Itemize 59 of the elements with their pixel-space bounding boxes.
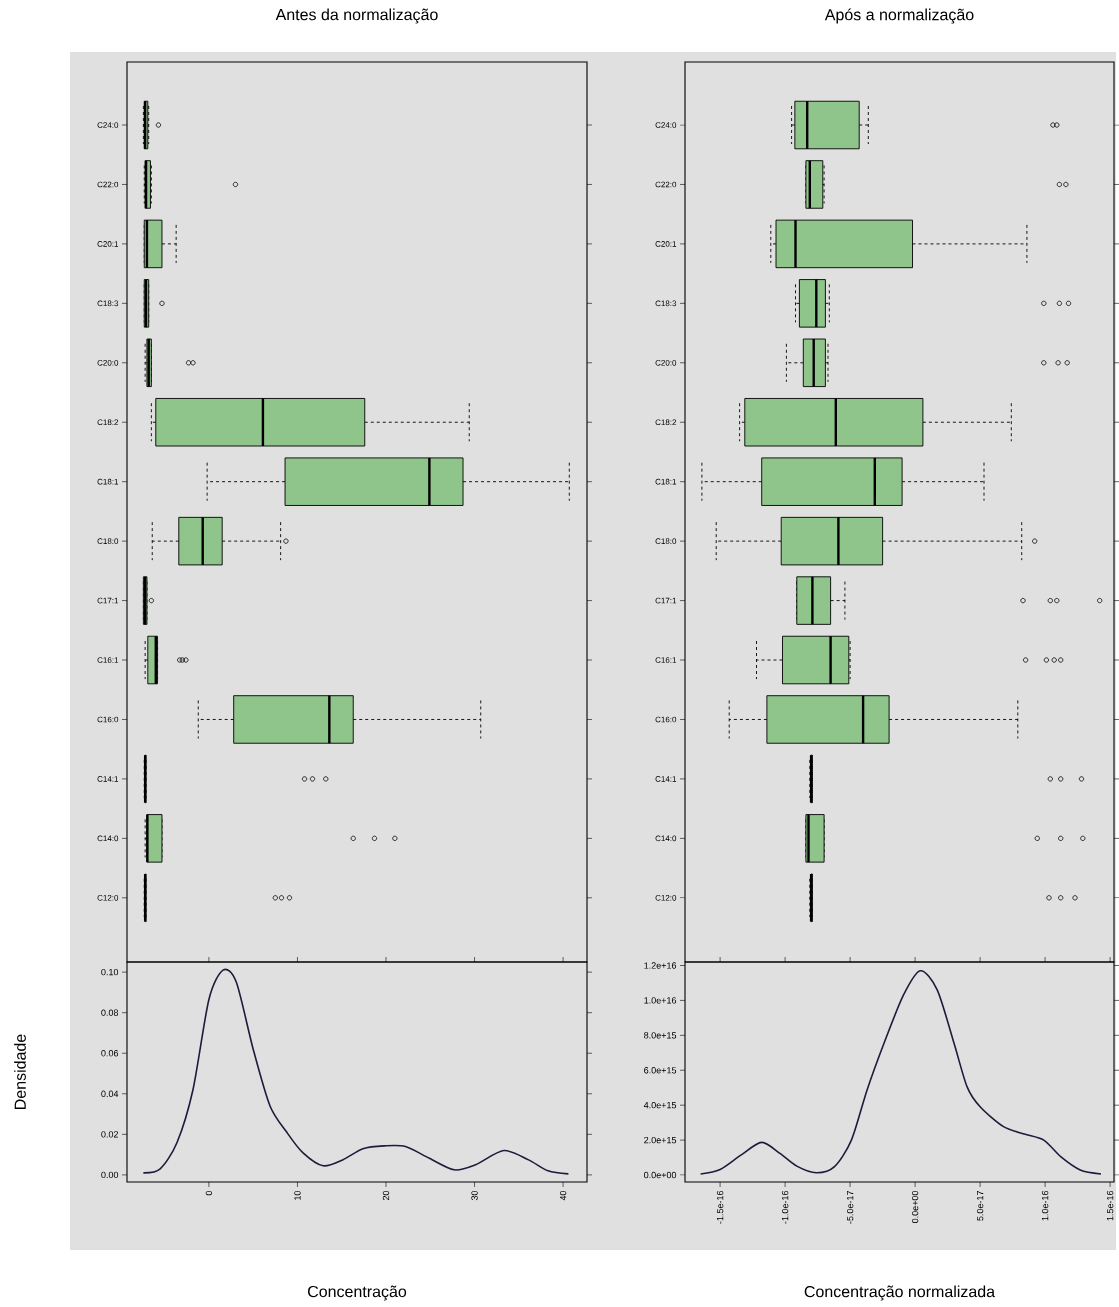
y-tick-label: C16:1 — [655, 657, 676, 663]
y-tick-label: 0.10 — [101, 968, 118, 976]
x-tick-label: 40 — [559, 1190, 567, 1201]
y-tick-label: 0.00 — [101, 1171, 118, 1179]
x-tick-label: -1.5e-16 — [716, 1190, 724, 1224]
y-tick-label: 0.08 — [101, 1009, 118, 1016]
y-tick-label: C20:0 — [655, 359, 677, 366]
y-tick-label: 1.0e+16 — [644, 997, 676, 1004]
y-tick-label: C24:0 — [655, 122, 677, 128]
x-tick-label: 5.0e-17 — [976, 1190, 984, 1221]
y-tick-label: C14:0 — [655, 835, 677, 842]
y-tick-label: C18:0 — [97, 538, 119, 544]
y-axis-title: Densidade — [13, 1034, 26, 1109]
y-tick-label: C18:3 — [97, 300, 118, 307]
y-tick-label: C18:2 — [655, 419, 676, 426]
y-tick-label: C17:1 — [655, 597, 676, 604]
y-tick-label: C16:0 — [97, 716, 119, 723]
y-tick-label: 2.0e+15 — [644, 1136, 676, 1144]
y-tick-label: 0.0e+00 — [643, 1171, 676, 1179]
y-tick-label: 0.04 — [101, 1090, 119, 1097]
y-tick-label: C17:1 — [97, 597, 118, 604]
y-tick-label: C20:1 — [97, 241, 118, 247]
y-tick-label: C24:0 — [97, 122, 119, 128]
y-tick-label: C16:1 — [97, 657, 118, 663]
y-tick-label: 8.0e+15 — [643, 1032, 676, 1039]
y-tick-label: C18:3 — [655, 300, 676, 307]
x-tick-label: 30 — [471, 1190, 478, 1201]
y-tick-label: 1.2e+16 — [644, 962, 676, 969]
x-tick-label: 0 — [205, 1190, 212, 1196]
y-tick-label: 0.06 — [101, 1050, 118, 1057]
x-tick-label: -1.0e-16 — [781, 1190, 789, 1224]
y-tick-label: C16:0 — [655, 716, 677, 723]
y-tick-label: C22:0 — [97, 181, 119, 188]
y-tick-label: C20:0 — [97, 359, 119, 366]
y-tick-label: 0.02 — [101, 1131, 118, 1138]
x-tick-label: 1.0e-16 — [1041, 1190, 1049, 1221]
chart-title: Após a normalização — [824, 8, 974, 24]
y-tick-label: C18:1 — [97, 478, 118, 485]
x-axis-title: Concentração — [307, 1285, 406, 1301]
x-tick-label: -5.0e-17 — [846, 1190, 854, 1224]
y-tick-label: C18:1 — [655, 478, 676, 485]
y-tick-label: C14:1 — [97, 776, 118, 782]
y-tick-label: 6.0e+15 — [644, 1067, 676, 1074]
x-tick-label: 10 — [294, 1190, 301, 1200]
y-tick-label: C14:1 — [655, 776, 676, 782]
y-tick-label: C20:1 — [655, 241, 676, 247]
x-tick-label: 20 — [382, 1190, 390, 1201]
x-tick-label: 1.5e-16 — [1106, 1190, 1114, 1221]
y-tick-label: 4.0e+15 — [643, 1101, 676, 1109]
y-tick-label: C22:0 — [655, 181, 677, 188]
x-axis-title: Concentração normalizada — [804, 1285, 995, 1301]
chart-title: Antes da normalização — [275, 8, 438, 24]
y-tick-label: C18:2 — [97, 419, 118, 426]
line-series — [142, 969, 570, 1175]
x-tick-label: 0.0e+00 — [911, 1190, 919, 1223]
y-tick-label: C12:0 — [655, 894, 677, 901]
y-tick-label: C18:0 — [655, 538, 677, 544]
y-tick-label: C14:0 — [97, 835, 119, 842]
y-tick-label: C12:0 — [97, 894, 119, 901]
